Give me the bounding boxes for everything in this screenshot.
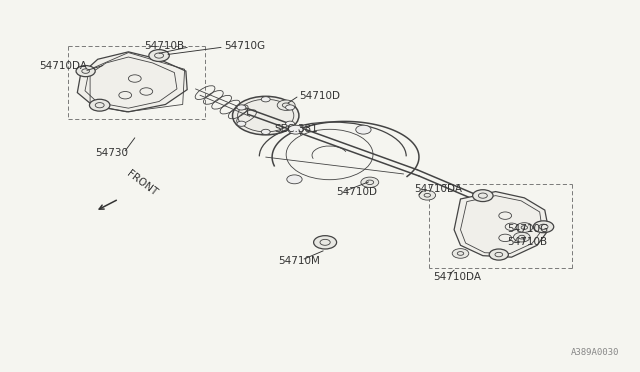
Text: 54710G: 54710G — [224, 41, 266, 51]
Circle shape — [237, 105, 246, 110]
Circle shape — [261, 97, 270, 102]
Circle shape — [237, 121, 246, 126]
Circle shape — [419, 190, 436, 200]
Circle shape — [287, 175, 302, 184]
Text: 54710D: 54710D — [300, 91, 340, 101]
Circle shape — [76, 65, 95, 77]
Circle shape — [288, 125, 303, 134]
Circle shape — [232, 96, 299, 135]
Text: 54710DA: 54710DA — [414, 184, 462, 194]
Circle shape — [90, 99, 110, 111]
Text: 54710DA: 54710DA — [39, 61, 87, 71]
Text: SEC.381: SEC.381 — [274, 124, 318, 134]
Circle shape — [285, 121, 294, 126]
Text: 54730: 54730 — [95, 148, 128, 158]
Text: FRONT: FRONT — [125, 169, 159, 198]
Circle shape — [489, 249, 508, 260]
Circle shape — [361, 177, 379, 187]
Text: 54710B: 54710B — [145, 41, 184, 51]
Polygon shape — [77, 52, 187, 112]
Circle shape — [314, 235, 337, 249]
Text: A389A0030: A389A0030 — [570, 348, 619, 357]
Text: 54710DA: 54710DA — [434, 272, 482, 282]
Circle shape — [261, 129, 270, 135]
Text: 54710G: 54710G — [507, 224, 548, 234]
Text: 54710B: 54710B — [507, 237, 547, 247]
Circle shape — [533, 221, 554, 233]
Circle shape — [149, 49, 170, 61]
Text: 54710M: 54710M — [278, 256, 321, 266]
Polygon shape — [454, 192, 548, 257]
Circle shape — [452, 248, 468, 258]
Circle shape — [513, 232, 530, 242]
Circle shape — [277, 100, 295, 110]
Text: 54710D: 54710D — [336, 187, 377, 197]
Circle shape — [516, 223, 532, 232]
Circle shape — [472, 190, 493, 202]
Circle shape — [356, 125, 371, 134]
Circle shape — [285, 105, 294, 110]
